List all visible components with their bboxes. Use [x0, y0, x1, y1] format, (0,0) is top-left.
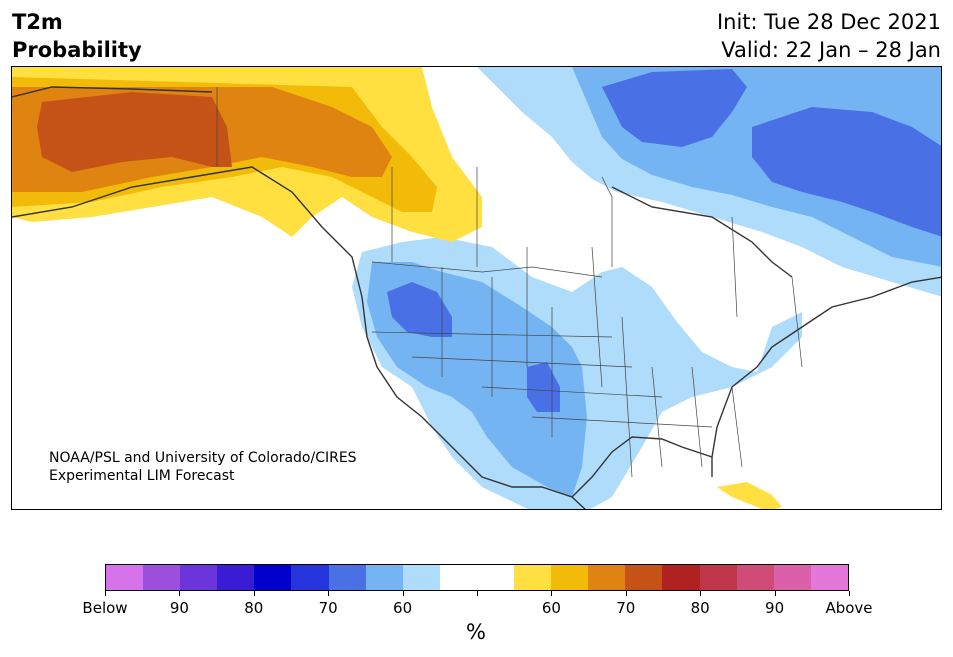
- colorbar-cell: [736, 565, 774, 590]
- colorbar-tickmark: [253, 591, 255, 596]
- colorbar-cell: [439, 565, 477, 590]
- colorbar-tickmark: [402, 591, 404, 596]
- colorbar-tickmark: [105, 591, 106, 596]
- colorbar-tick-label: Below: [82, 599, 128, 617]
- colorbar-cell: [699, 565, 737, 590]
- colorbar-cell: [291, 565, 329, 590]
- colorbar-cell: [514, 565, 552, 590]
- colorbar-cell: [402, 565, 440, 590]
- credit-text: NOAA/PSL and University of Colorado/CIRE…: [49, 449, 357, 485]
- title-variable: T2m: [12, 10, 63, 34]
- colorbar-cell: [588, 565, 626, 590]
- us-below80a: [387, 282, 452, 337]
- colorbar-tick-label: 90: [765, 599, 785, 617]
- credit-line-2: Experimental LIM Forecast: [49, 468, 235, 484]
- colorbar-cell: [217, 565, 255, 590]
- coastline: [12, 86, 941, 509]
- colorbar-tick-label: 70: [318, 599, 338, 617]
- colorbar-cell: [662, 565, 700, 590]
- canada-east-below80a: [602, 69, 747, 147]
- colorbar-tickmark: [774, 591, 776, 596]
- colorbar-unit: %: [466, 620, 486, 644]
- colorbar-tickmark: [477, 591, 478, 596]
- colorbar-cell: [476, 565, 515, 590]
- map-title: T2m Probability: [12, 8, 142, 64]
- valid-range: Valid: 22 Jan – 28 Jan: [721, 38, 941, 62]
- colorbar-cell: [143, 565, 181, 590]
- colorbar-tickmark: [551, 591, 553, 596]
- colorbar-cell: [625, 565, 663, 590]
- colorbar-cell: [773, 565, 811, 590]
- colorbar-tick-label: 60: [541, 599, 561, 617]
- alaska-above90: [37, 92, 232, 172]
- state-borders: [216, 87, 803, 478]
- colorbar-cell: [365, 565, 403, 590]
- forecast-dates: Init: Tue 28 Dec 2021 Valid: 22 Jan – 28…: [717, 8, 941, 64]
- map-canvas: [12, 67, 941, 509]
- colorbar-tickmark: [179, 591, 181, 596]
- colorbar-tick-label: 60: [393, 599, 413, 617]
- colorbar-cell: [328, 565, 366, 590]
- colorbar-cell: [180, 565, 218, 590]
- init-date: Init: Tue 28 Dec 2021: [716, 10, 941, 34]
- title-quantity: Probability: [12, 38, 142, 62]
- colorbar-cell: [810, 565, 848, 590]
- colorbar-tickmark: [700, 591, 702, 596]
- canada-east-below80b: [752, 107, 941, 237]
- colorbar-tick-label: 80: [690, 599, 710, 617]
- colorbar-tick-label: 90: [169, 599, 189, 617]
- colorbar-tick-label: 80: [244, 599, 264, 617]
- colorbar-cell: [254, 565, 292, 590]
- credit-line-1: NOAA/PSL and University of Colorado/CIRE…: [49, 450, 357, 466]
- colorbar-tick-label: 70: [616, 599, 636, 617]
- forecast-map: [11, 66, 942, 510]
- cuba-above60: [717, 482, 782, 509]
- colorbar-cell: [106, 565, 144, 590]
- colorbar-tick-label: Above: [825, 599, 873, 617]
- colorbar-tickmark: [328, 591, 330, 596]
- colorbar-tickmark: [625, 591, 627, 596]
- colorbar-tickmark: [849, 591, 850, 596]
- colorbar-cell: [551, 565, 589, 590]
- colorbar: [105, 564, 849, 591]
